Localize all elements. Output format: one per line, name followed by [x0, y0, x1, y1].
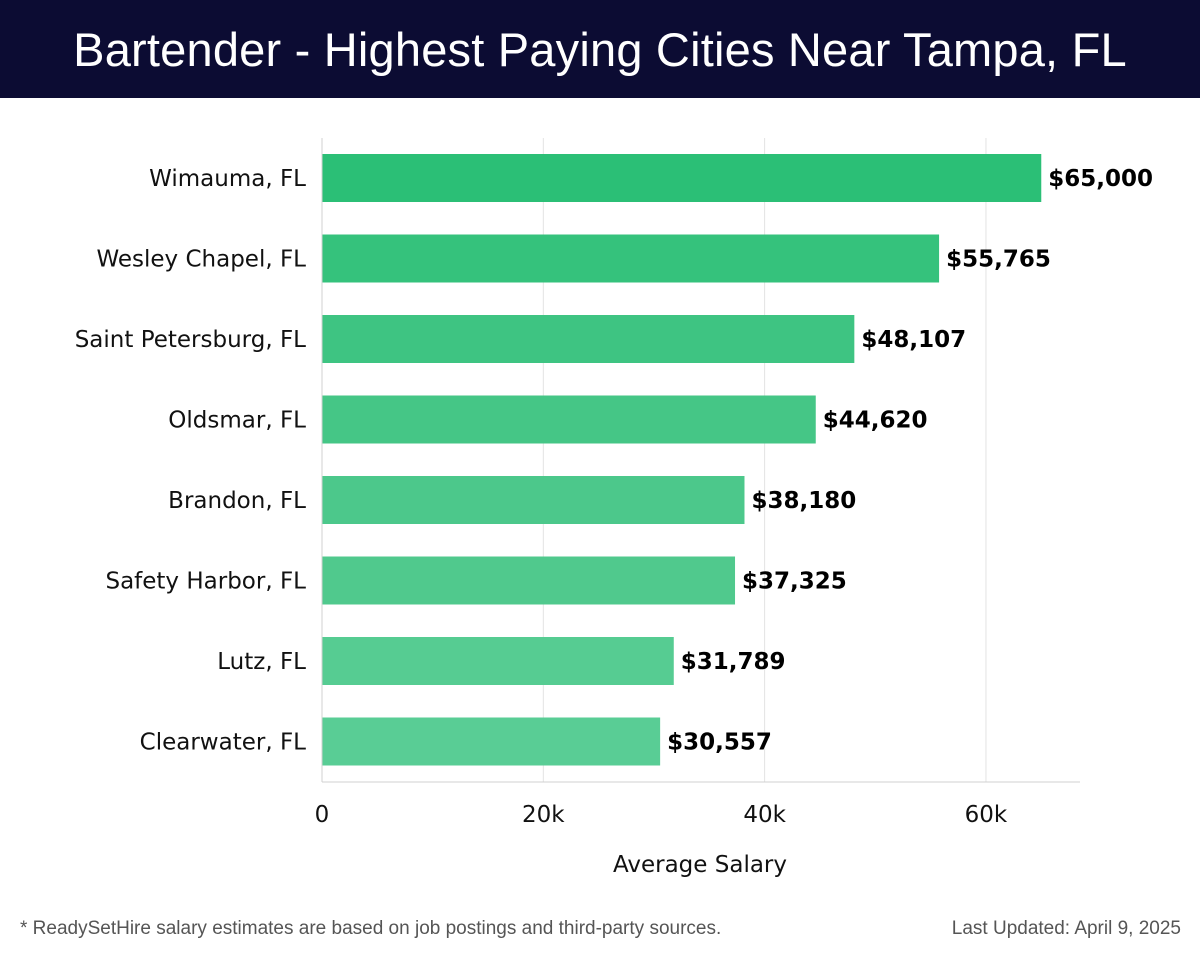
- value-label: $30,557: [667, 730, 772, 756]
- bar: [322, 717, 661, 766]
- chart-header: Bartender - Highest Paying Cities Near T…: [0, 0, 1200, 98]
- bar: [322, 395, 816, 444]
- chart-title: Bartender - Highest Paying Cities Near T…: [73, 22, 1127, 76]
- value-label: $31,789: [681, 649, 786, 675]
- x-axis-label: Average Salary: [613, 852, 787, 878]
- value-label: $38,180: [751, 488, 856, 514]
- x-tick-label: 0: [315, 802, 330, 828]
- bar: [322, 315, 855, 363]
- category-label: Wesley Chapel, FL: [96, 247, 306, 273]
- x-tick-label: 20k: [522, 802, 565, 828]
- footer-note: * ReadySetHire salary estimates are base…: [20, 918, 722, 939]
- category-label: Brandon, FL: [168, 488, 306, 514]
- x-tick-label: 40k: [743, 802, 786, 828]
- last-updated: Last Updated: April 9, 2025: [951, 918, 1181, 939]
- bar: [322, 476, 745, 524]
- value-label: $48,107: [861, 327, 966, 353]
- category-label: Lutz, FL: [217, 649, 306, 675]
- category-label: Wimauma, FL: [149, 166, 306, 192]
- value-label: $65,000: [1048, 166, 1153, 192]
- bar: [322, 234, 940, 283]
- bar: [322, 556, 736, 605]
- value-label: $37,325: [742, 569, 847, 595]
- category-label: Saint Petersburg, FL: [75, 327, 306, 353]
- value-label: $44,620: [823, 408, 928, 434]
- category-label: Clearwater, FL: [140, 730, 307, 756]
- value-label: $55,765: [946, 247, 1051, 273]
- bar: [322, 637, 674, 685]
- category-label: Safety Harbor, FL: [105, 569, 306, 595]
- x-tick-label: 60k: [965, 802, 1008, 828]
- bar: [322, 154, 1042, 202]
- category-label: Oldsmar, FL: [168, 408, 306, 434]
- bar-chart: Wimauma, FL $65,000 Wesley Chapel, FL $55,7…: [75, 138, 1153, 878]
